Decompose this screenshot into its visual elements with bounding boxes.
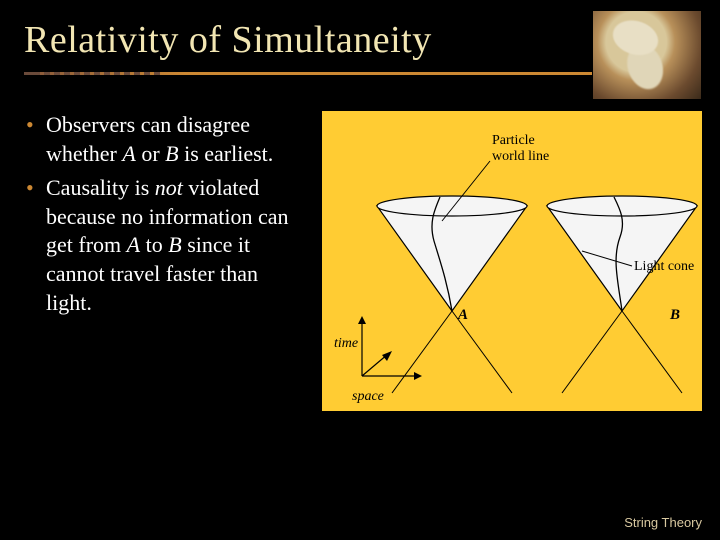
melting-clock-image [592,10,702,100]
bullet-text-italic: A [122,141,135,166]
label-particle-world-line: Particle world line [492,133,549,165]
label-space-axis: space [352,389,384,405]
bullet-text: to [140,232,168,257]
bullet-list: Observers can disagree whether A or B is… [24,111,304,411]
label-point-b: B [670,307,680,324]
bullet-text-italic: B [168,232,181,257]
light-cone-diagram: Particle world line Light cone time spac… [322,111,702,411]
cone-a [377,196,527,393]
bullet-item: Causality is not violated because no inf… [24,174,304,317]
axes [358,316,422,380]
bullet-text-italic: not [155,175,183,200]
bullet-text-italic: B [165,141,178,166]
bullet-text-italic: A [127,232,140,257]
label-light-cone: Light cone [634,259,694,275]
footer-text: String Theory [624,515,702,530]
bullet-text: or [136,141,165,166]
label-point-a: A [458,307,468,324]
label-time-axis: time [334,336,358,352]
cone-b [547,196,697,393]
bullet-text: is earliest. [179,141,274,166]
bullet-text: Causality is [46,175,155,200]
bullet-item: Observers can disagree whether A or B is… [24,111,304,168]
